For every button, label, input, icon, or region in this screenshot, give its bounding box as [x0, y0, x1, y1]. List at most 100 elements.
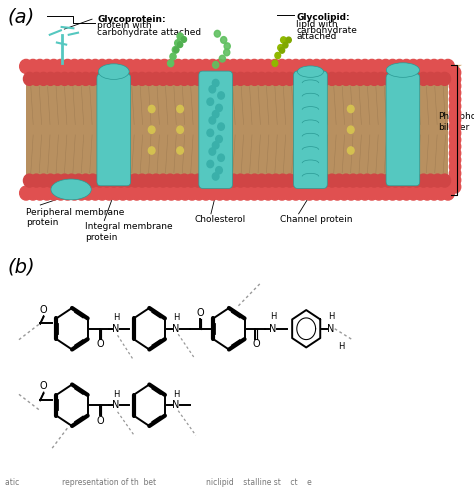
- Circle shape: [298, 174, 310, 187]
- Circle shape: [40, 186, 53, 200]
- Circle shape: [209, 117, 216, 124]
- Circle shape: [283, 59, 295, 73]
- Circle shape: [168, 60, 173, 67]
- Ellipse shape: [298, 66, 324, 77]
- Circle shape: [219, 55, 226, 62]
- Circle shape: [347, 105, 354, 113]
- Circle shape: [117, 59, 129, 73]
- Circle shape: [414, 186, 427, 200]
- Circle shape: [248, 59, 261, 73]
- Circle shape: [27, 186, 39, 200]
- Text: O: O: [97, 416, 104, 426]
- Circle shape: [94, 72, 106, 85]
- Circle shape: [115, 72, 127, 85]
- Circle shape: [284, 174, 296, 187]
- Circle shape: [386, 186, 399, 200]
- Circle shape: [96, 186, 109, 200]
- Text: carbohydrate: carbohydrate: [296, 26, 357, 35]
- Circle shape: [449, 161, 461, 173]
- Text: Glycoprotein:: Glycoprotein:: [97, 14, 166, 23]
- Circle shape: [249, 72, 261, 85]
- Circle shape: [449, 86, 461, 99]
- Circle shape: [249, 174, 261, 187]
- Circle shape: [45, 72, 56, 85]
- Circle shape: [286, 37, 292, 43]
- Circle shape: [144, 59, 157, 73]
- Text: N: N: [112, 400, 120, 410]
- Text: Glycolipid:: Glycolipid:: [296, 13, 350, 22]
- Circle shape: [148, 147, 155, 154]
- Circle shape: [317, 59, 330, 73]
- Circle shape: [324, 59, 337, 73]
- Circle shape: [148, 126, 155, 133]
- Circle shape: [283, 186, 295, 200]
- Circle shape: [441, 59, 454, 73]
- Circle shape: [73, 72, 84, 85]
- Circle shape: [263, 72, 274, 85]
- Circle shape: [303, 59, 316, 73]
- Circle shape: [213, 59, 226, 73]
- Circle shape: [171, 72, 183, 85]
- Circle shape: [275, 52, 281, 59]
- Circle shape: [175, 40, 181, 46]
- Circle shape: [345, 186, 357, 200]
- Circle shape: [179, 186, 191, 200]
- Circle shape: [241, 186, 254, 200]
- Circle shape: [129, 174, 141, 187]
- Circle shape: [234, 186, 247, 200]
- Circle shape: [347, 126, 354, 133]
- Circle shape: [108, 72, 120, 85]
- Circle shape: [347, 147, 354, 154]
- Circle shape: [89, 186, 101, 200]
- Circle shape: [186, 186, 199, 200]
- Circle shape: [291, 174, 303, 187]
- Circle shape: [441, 186, 454, 200]
- Circle shape: [103, 59, 116, 73]
- Circle shape: [407, 186, 420, 200]
- Circle shape: [439, 174, 450, 187]
- Circle shape: [283, 42, 288, 48]
- Circle shape: [379, 59, 392, 73]
- Circle shape: [410, 174, 422, 187]
- Circle shape: [122, 72, 134, 85]
- Circle shape: [137, 59, 150, 73]
- Circle shape: [373, 59, 385, 73]
- Circle shape: [242, 72, 254, 85]
- Circle shape: [403, 72, 415, 85]
- Circle shape: [108, 174, 120, 187]
- Circle shape: [148, 105, 155, 113]
- Circle shape: [449, 181, 461, 193]
- Circle shape: [158, 59, 171, 73]
- Circle shape: [178, 42, 183, 47]
- Text: H: H: [173, 313, 179, 322]
- Text: (a): (a): [7, 8, 34, 27]
- Circle shape: [150, 174, 162, 187]
- Circle shape: [310, 59, 323, 73]
- Circle shape: [277, 174, 289, 187]
- Text: O: O: [40, 304, 47, 314]
- Circle shape: [40, 59, 53, 73]
- Circle shape: [209, 86, 216, 93]
- Text: attached: attached: [296, 32, 337, 41]
- Circle shape: [338, 59, 351, 73]
- Circle shape: [390, 72, 401, 85]
- Circle shape: [354, 72, 366, 85]
- Circle shape: [449, 140, 461, 153]
- Circle shape: [200, 186, 212, 200]
- Circle shape: [136, 174, 148, 187]
- Circle shape: [449, 80, 461, 92]
- Ellipse shape: [99, 64, 129, 79]
- Circle shape: [144, 186, 157, 200]
- Circle shape: [164, 174, 176, 187]
- FancyBboxPatch shape: [97, 74, 131, 186]
- Circle shape: [269, 59, 282, 73]
- Circle shape: [324, 186, 337, 200]
- Circle shape: [296, 186, 309, 200]
- Circle shape: [375, 174, 387, 187]
- Circle shape: [425, 174, 437, 187]
- Circle shape: [277, 72, 289, 85]
- Circle shape: [172, 59, 184, 73]
- Circle shape: [178, 72, 190, 85]
- Circle shape: [407, 59, 420, 73]
- Text: lipid with: lipid with: [296, 20, 338, 29]
